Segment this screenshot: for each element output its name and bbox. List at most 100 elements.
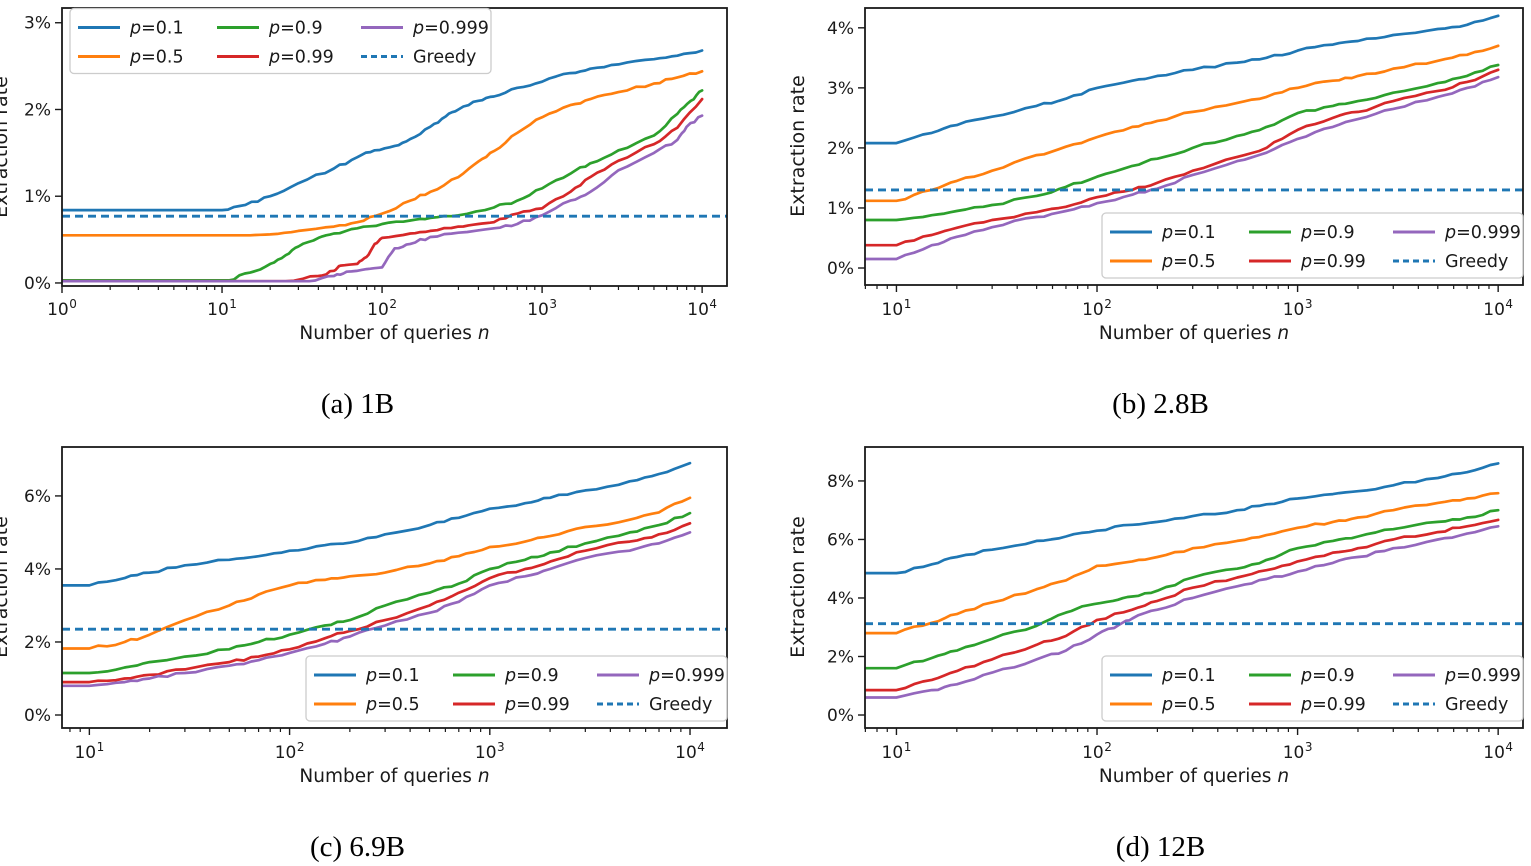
series-p=0.99	[865, 518, 1500, 692]
legend-label: p=0.99	[268, 48, 334, 68]
axes: 101 102 103 104 0% 1% 2% 3% 4% Number of queries …	[787, 19, 1513, 344]
svg-text:101: 101	[74, 740, 104, 763]
legend-label: p=0.5	[129, 48, 184, 68]
series-p=0.1	[865, 462, 1500, 575]
x-axis-label: Number of queries n	[1099, 766, 1289, 787]
svg-text:101: 101	[882, 740, 912, 763]
svg-text:102: 102	[1082, 297, 1112, 320]
svg-text:4%: 4%	[827, 589, 854, 609]
legend-label: p=0.99	[1300, 695, 1366, 715]
svg-text:3%: 3%	[24, 14, 51, 34]
series-p=0.9	[62, 89, 704, 282]
plot-border	[61, 446, 728, 729]
svg-text:2%: 2%	[24, 633, 51, 653]
plot-area	[62, 461, 727, 688]
legend-label: p=0.9	[1300, 223, 1355, 243]
series-p=0.99	[865, 68, 1500, 247]
y-axis-label: Extraction rate	[787, 75, 809, 217]
legend: p=0.1 p=0.5 p=0.9 p=0.99 p=0.999 Greedy	[305, 655, 728, 722]
legend-label: p=0.999	[1444, 223, 1521, 243]
x-axis-label: Number of queries n	[1099, 323, 1289, 344]
legend: p=0.1 p=0.5 p=0.9 p=0.99 p=0.999 Greedy	[69, 7, 492, 75]
legend-label: p=0.9	[504, 666, 559, 686]
svg-text:2%: 2%	[24, 100, 51, 120]
svg-text:101: 101	[207, 297, 237, 320]
series-p=0.1	[62, 461, 692, 587]
y-axis-label: Extraction rate	[0, 516, 12, 658]
svg-text:6%: 6%	[24, 487, 51, 507]
series-p=0.9	[865, 63, 1500, 222]
legend-label: p=0.99	[504, 695, 570, 715]
legend: p=0.1 p=0.5 p=0.9 p=0.99 p=0.999 Greedy	[1101, 655, 1524, 722]
plot-border	[864, 446, 1524, 729]
caption-a: (a) 1B	[320, 388, 395, 420]
legend-label: p=0.1	[129, 19, 184, 39]
svg-text:102: 102	[275, 740, 305, 763]
x-axis-label: Number of queries n	[299, 323, 489, 344]
legend-label: p=0.5	[365, 695, 420, 715]
chart-d: 101 102 103 104 0% 2% 4% 6% 8% Number of queries …	[787, 446, 1524, 787]
plot-area	[865, 14, 1523, 261]
chart-a: 100 101 102 103 104 0% 1% 2% 3% Number of queries…	[0, 7, 728, 344]
svg-text:104: 104	[1483, 297, 1513, 320]
series-p=0.1	[62, 49, 704, 212]
svg-text:102: 102	[367, 297, 397, 320]
legend-label: p=0.99	[1300, 252, 1366, 272]
svg-text:104: 104	[1483, 740, 1513, 763]
svg-text:104: 104	[687, 297, 717, 320]
series-p=0.9	[865, 508, 1500, 670]
svg-text:103: 103	[1283, 297, 1313, 320]
x-axis-label: Number of queries n	[299, 766, 489, 787]
svg-text:0%: 0%	[24, 706, 51, 726]
legend-label: p=0.9	[268, 19, 323, 39]
series-p=0.999	[865, 75, 1500, 261]
legend-label: Greedy	[1445, 695, 1508, 715]
svg-text:103: 103	[1283, 740, 1313, 763]
series-p=0.999	[865, 524, 1500, 699]
series-p=0.5	[62, 496, 692, 650]
series-p=0.9	[62, 511, 692, 675]
series-p=0.99	[62, 521, 692, 684]
svg-text:103: 103	[527, 297, 557, 320]
legend-label: p=0.1	[1161, 666, 1216, 686]
series-p=0.5	[62, 69, 704, 237]
svg-text:3%: 3%	[827, 79, 854, 99]
svg-text:100: 100	[47, 297, 77, 320]
legend-label: Greedy	[1445, 252, 1508, 272]
legend-label: p=0.999	[1444, 666, 1521, 686]
legend: p=0.1 p=0.5 p=0.9 p=0.99 p=0.999 Greedy	[1101, 212, 1524, 279]
caption-b: (b) 2.8B	[1112, 388, 1209, 420]
plot-area	[865, 462, 1523, 699]
svg-text:102: 102	[1082, 740, 1112, 763]
svg-text:4%: 4%	[827, 19, 854, 39]
svg-text:104: 104	[675, 740, 705, 763]
svg-text:6%: 6%	[827, 530, 854, 550]
chart-b: 101 102 103 104 0% 1% 2% 3% 4% Number of queries …	[787, 7, 1524, 344]
legend-label: p=0.1	[1161, 223, 1216, 243]
axes: 101 102 103 104 0% 2% 4% 6% Number of queries n E…	[0, 487, 705, 787]
series-p=0.1	[865, 14, 1500, 145]
legend-label: p=0.9	[1300, 666, 1355, 686]
legend-label: p=0.5	[1161, 252, 1216, 272]
legend-label: p=0.5	[1161, 695, 1216, 715]
series-p=0.5	[865, 44, 1500, 203]
svg-text:2%: 2%	[827, 647, 854, 667]
svg-text:101: 101	[882, 297, 912, 320]
legend-label: Greedy	[649, 695, 712, 715]
svg-text:0%: 0%	[24, 274, 51, 294]
svg-text:103: 103	[475, 740, 505, 763]
axes: 100 101 102 103 104 0% 1% 2% 3% Number of queries…	[0, 14, 717, 344]
series-p=0.99	[62, 97, 704, 283]
svg-text:2%: 2%	[827, 139, 854, 159]
svg-text:0%: 0%	[827, 706, 854, 726]
series-p=0.999	[62, 114, 704, 283]
chart-c: 101 102 103 104 0% 2% 4% 6% Number of queries n E…	[0, 446, 728, 787]
svg-text:8%: 8%	[827, 472, 854, 492]
legend-label: p=0.1	[365, 666, 420, 686]
axes: 101 102 103 104 0% 2% 4% 6% 8% Number of queries …	[787, 472, 1513, 787]
svg-text:4%: 4%	[24, 560, 51, 580]
series-p=0.5	[865, 491, 1500, 635]
plot-area	[62, 49, 727, 283]
y-axis-label: Extraction rate	[0, 76, 12, 218]
